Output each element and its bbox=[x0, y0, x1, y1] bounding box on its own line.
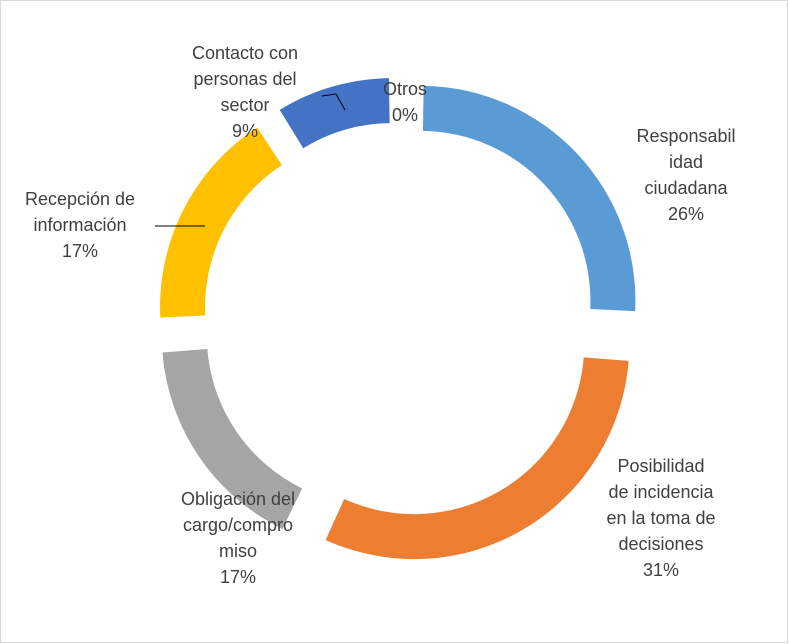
donut-segment bbox=[279, 78, 390, 149]
data-label: Posibilidad de incidencia en la toma de … bbox=[606, 453, 716, 583]
leader-line bbox=[321, 93, 346, 111]
category-label: Otros bbox=[382, 79, 427, 99]
segments bbox=[160, 78, 636, 560]
category-label: Recepción de información bbox=[24, 189, 136, 235]
donut-segment bbox=[422, 85, 636, 312]
data-label: Obligación del cargo/compromiso 17% bbox=[181, 486, 296, 590]
data-label: Recepción de información 17% bbox=[13, 186, 148, 264]
value-label: 17% bbox=[61, 241, 99, 261]
category-label: Posibilidad de incidencia en la toma de … bbox=[606, 456, 716, 554]
category-label: Responsabilidad ciudadana bbox=[636, 126, 736, 198]
value-label: 17% bbox=[219, 567, 257, 587]
donut-segment bbox=[162, 348, 303, 529]
category-label: Contacto con personas del sector bbox=[191, 43, 299, 115]
data-label: Otros 0% bbox=[375, 76, 435, 128]
data-label: Responsabilidad ciudadana 26% bbox=[636, 123, 736, 227]
value-label: 9% bbox=[231, 121, 258, 141]
value-label: 26% bbox=[667, 204, 705, 224]
data-label: Contacto con personas del sector 9% bbox=[175, 40, 315, 144]
value-label: 31% bbox=[642, 560, 680, 580]
category-label: Obligación del cargo/compromiso bbox=[180, 489, 296, 561]
donut-segment bbox=[325, 357, 629, 560]
value-label: 0% bbox=[391, 105, 418, 125]
donut-segment bbox=[160, 127, 282, 318]
